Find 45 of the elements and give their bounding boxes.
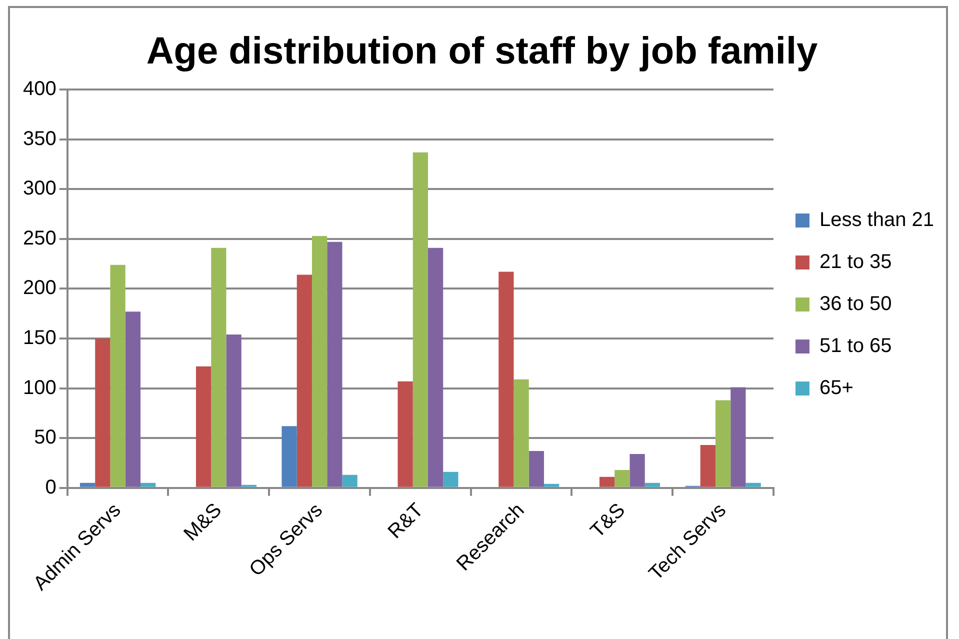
legend-label: 21 to 35 — [819, 251, 892, 274]
bar — [412, 152, 428, 487]
bar — [342, 474, 358, 487]
bar — [211, 248, 226, 487]
legend-label: 36 to 50 — [819, 293, 892, 316]
bar — [715, 400, 731, 487]
bar — [312, 236, 328, 487]
y-tick-label: 250 — [22, 227, 56, 250]
bar — [644, 482, 660, 487]
y-tick-label: 50 — [34, 426, 56, 449]
bar — [226, 334, 242, 487]
bar — [398, 381, 413, 487]
y-tick-label: 350 — [22, 128, 56, 150]
bar — [282, 426, 297, 487]
bar — [498, 272, 514, 487]
bar — [296, 274, 312, 487]
bar — [544, 484, 560, 487]
bar — [110, 264, 126, 487]
bar — [528, 451, 544, 487]
bar — [428, 248, 444, 487]
bar — [630, 454, 645, 487]
legend-label: 51 to 65 — [819, 335, 892, 358]
bar — [614, 470, 630, 487]
bar — [443, 472, 458, 487]
bar — [746, 482, 761, 487]
legend-label: 65+ — [819, 377, 854, 400]
y-tick-label: 0 — [45, 476, 56, 498]
bar — [196, 366, 212, 487]
y-tick-label: 150 — [22, 327, 56, 350]
y-tick-label: 100 — [22, 376, 56, 399]
bar — [125, 312, 140, 487]
bar — [700, 445, 716, 487]
chart-title: Age distribution of staff by job family — [146, 30, 818, 72]
bar — [95, 338, 110, 487]
x-tick-label: T&S — [586, 499, 630, 542]
bar — [80, 482, 96, 487]
bar — [730, 387, 746, 487]
bar — [140, 482, 156, 487]
y-tick-label: 400 — [22, 78, 56, 100]
y-tick-label: 300 — [22, 178, 56, 200]
bar — [599, 476, 615, 487]
bar — [514, 379, 529, 487]
legend-label: Less than 21 — [819, 209, 934, 232]
bar — [327, 242, 342, 487]
y-tick-label: 200 — [22, 277, 56, 300]
